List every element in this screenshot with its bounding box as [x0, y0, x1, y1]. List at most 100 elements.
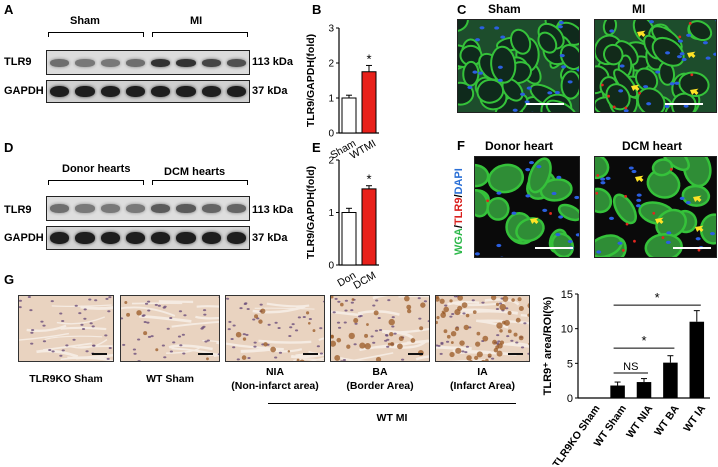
tlr9-stain — [507, 311, 512, 315]
tissue-nucleus — [179, 344, 183, 347]
blot-band — [75, 232, 95, 244]
blot-a-gapdh — [46, 80, 250, 103]
tissue-fiber — [252, 305, 306, 314]
blot-band — [226, 232, 246, 244]
tissue-nucleus — [294, 329, 299, 332]
tlr9-stain — [461, 302, 468, 308]
nucleus — [617, 241, 623, 245]
tlr9-stain — [387, 342, 391, 346]
tissue-nucleus — [172, 341, 176, 344]
tissue-nucleus — [166, 327, 170, 330]
tissue-fiber — [337, 356, 369, 361]
tissue-nucleus — [288, 334, 292, 337]
arrow-icon — [695, 225, 704, 232]
tissue-nucleus — [506, 335, 510, 338]
blot-band — [100, 232, 120, 244]
nucleus — [685, 201, 691, 205]
nucleus — [559, 53, 565, 58]
nucleus — [665, 51, 671, 55]
nucleus — [551, 191, 557, 196]
nucleus — [574, 195, 579, 200]
cell-membrane — [486, 197, 510, 221]
tissue-nucleus — [277, 326, 281, 329]
nucleus — [500, 35, 506, 39]
micro-f-title-dcm: DCM heart — [622, 139, 683, 153]
tissue-nucleus — [42, 340, 47, 343]
tissue-fiber — [36, 349, 79, 358]
tissue-nucleus — [105, 297, 109, 300]
blot-band — [75, 58, 95, 67]
tissue-nucleus — [451, 312, 455, 315]
tissue-nucleus — [65, 344, 69, 347]
arrow-icon — [655, 217, 664, 224]
tlr9-stain — [439, 298, 445, 304]
y-tick-label: 1 — [328, 208, 334, 219]
tlr9-stain — [312, 329, 316, 333]
tlr9-stain — [487, 353, 492, 358]
blot-band — [176, 58, 196, 67]
tlr9-signal — [633, 239, 636, 243]
tissue-nucleus — [496, 334, 500, 337]
bar — [663, 362, 678, 398]
tlr9-signal — [697, 248, 701, 252]
tlr9-signal — [624, 195, 628, 198]
tissue-nucleus — [137, 338, 141, 341]
tlr9-stain — [518, 306, 524, 312]
tissue-fiber — [293, 358, 324, 361]
nucleus — [478, 71, 484, 75]
blot-d-group-donor: Donor hearts — [62, 163, 131, 175]
nucleus — [555, 233, 561, 237]
ihc-tlr9ko-sham-image — [18, 295, 114, 362]
blot-band — [176, 204, 196, 213]
tlr9-signal — [600, 83, 604, 87]
blot-band — [201, 204, 221, 213]
x-tick-label: WT IA — [681, 403, 708, 435]
tissue-fiber — [318, 337, 324, 341]
blot-band — [50, 58, 70, 67]
tlr9-stain — [364, 333, 369, 338]
tissue-fiber — [308, 350, 324, 356]
tissue-nucleus — [92, 344, 96, 347]
ihc-subcaption-ba: (Border Area) — [346, 380, 414, 392]
tlr9-stain — [299, 359, 305, 361]
tlr9-stain — [375, 356, 382, 361]
arrow-icon — [530, 217, 539, 224]
tissue-nucleus — [169, 316, 173, 319]
tissue-nucleus — [202, 309, 207, 312]
cell-membrane — [678, 71, 710, 98]
nucleus — [472, 70, 478, 74]
bar — [636, 382, 652, 398]
arrow-icon — [690, 88, 699, 95]
tissue-nucleus — [374, 329, 379, 332]
arrow-icon — [635, 175, 644, 182]
tissue-nucleus — [462, 312, 466, 315]
tlr9-signal — [621, 248, 625, 252]
tlr9-stain — [492, 339, 497, 345]
y-axis-label: TLR9⁺ area/ROI(%) — [542, 296, 554, 395]
stain-legend: WGA/TLR9/DAPI — [453, 168, 465, 255]
arrow-icon — [637, 30, 646, 37]
tissue-fiber — [44, 335, 103, 341]
cell-membrane — [537, 31, 558, 54]
tlr9-stain — [263, 342, 268, 347]
tlr9-stain — [457, 296, 464, 301]
tlr9-stain — [419, 326, 424, 331]
tlr9-stain — [528, 342, 529, 346]
tlr9-stain — [404, 296, 410, 302]
arrow-icon — [693, 195, 702, 202]
nucleus — [467, 85, 473, 90]
tissue-nucleus — [387, 299, 391, 302]
cell-membrane — [595, 157, 610, 180]
blot-band — [125, 204, 145, 213]
y-tick-label: 0 — [328, 261, 334, 272]
tlr9-stain — [481, 359, 486, 361]
nucleus — [677, 39, 683, 43]
blot-a-row2-label: GAPDH — [4, 85, 44, 97]
y-tick-label: 10 — [561, 324, 573, 336]
tissue-nucleus — [80, 323, 84, 326]
arrow-icon — [631, 84, 640, 91]
micro-c-sham-image — [457, 19, 580, 113]
tissue-nucleus — [316, 345, 320, 348]
tissue-nucleus — [401, 358, 405, 361]
tissue-nucleus — [259, 303, 263, 306]
